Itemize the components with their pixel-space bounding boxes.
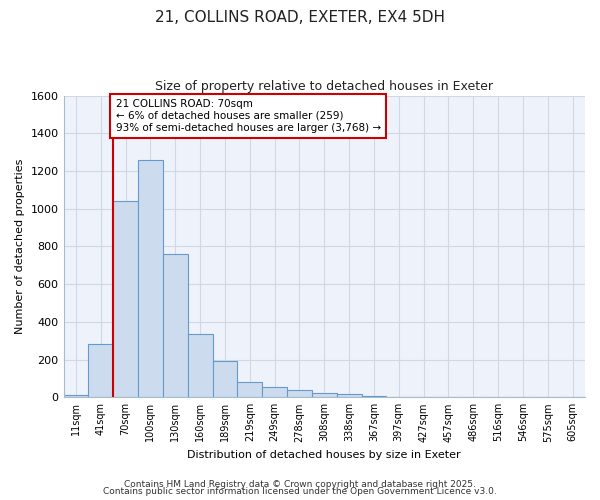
Bar: [113, 201, 138, 398]
Bar: [312, 392, 337, 398]
Text: 21, COLLINS ROAD, EXETER, EX4 5DH: 21, COLLINS ROAD, EXETER, EX4 5DH: [155, 10, 445, 25]
X-axis label: Distribution of detached houses by size in Exeter: Distribution of detached houses by size …: [187, 450, 461, 460]
Title: Size of property relative to detached houses in Exeter: Size of property relative to detached ho…: [155, 80, 493, 93]
Bar: [362, 396, 386, 398]
Bar: [287, 390, 312, 398]
Bar: [188, 334, 212, 398]
Bar: [337, 394, 362, 398]
Text: 21 COLLINS ROAD: 70sqm
← 6% of detached houses are smaller (259)
93% of semi-det: 21 COLLINS ROAD: 70sqm ← 6% of detached …: [116, 100, 381, 132]
Bar: [88, 344, 113, 398]
Bar: [238, 382, 262, 398]
Text: Contains public sector information licensed under the Open Government Licence v3: Contains public sector information licen…: [103, 488, 497, 496]
Text: Contains HM Land Registry data © Crown copyright and database right 2025.: Contains HM Land Registry data © Crown c…: [124, 480, 476, 489]
Bar: [262, 387, 287, 398]
Bar: [64, 396, 88, 398]
Y-axis label: Number of detached properties: Number of detached properties: [15, 158, 25, 334]
Bar: [212, 362, 238, 398]
Bar: [138, 160, 163, 398]
Bar: [163, 254, 188, 398]
